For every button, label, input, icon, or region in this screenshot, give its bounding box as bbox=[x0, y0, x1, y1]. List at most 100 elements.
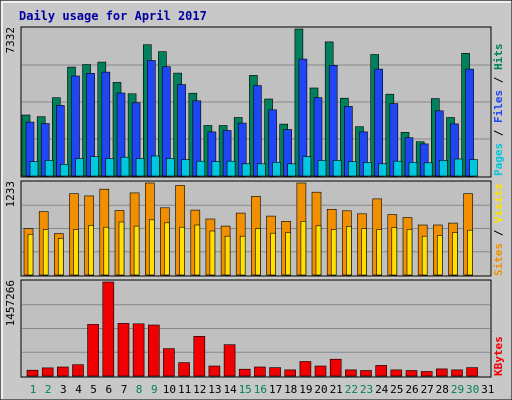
pages-bar-day-14 bbox=[226, 160, 236, 177]
sites-bar-day-6 bbox=[103, 226, 110, 276]
day-label-10: 10 bbox=[163, 383, 176, 396]
day-label-17: 17 bbox=[269, 383, 282, 396]
pages-bar-day-6 bbox=[105, 158, 115, 177]
sites-bar-day-12 bbox=[194, 224, 201, 276]
pages-bar-day-2 bbox=[44, 160, 54, 177]
legend-sep-3: / bbox=[492, 223, 505, 243]
day-label-12: 12 bbox=[193, 383, 206, 396]
pages-files-hits-max-label: 7332 bbox=[4, 27, 17, 54]
sites-visits-max-label: 1233 bbox=[4, 181, 17, 208]
pages-bar-day-18 bbox=[287, 163, 297, 177]
day-label-16: 16 bbox=[254, 383, 267, 396]
sites-bar-day-30 bbox=[467, 229, 473, 276]
sites-bar-day-17 bbox=[270, 232, 276, 276]
pages-bar-day-17 bbox=[272, 162, 281, 177]
legend-sep-1: / bbox=[492, 123, 505, 143]
sites-visits-legend: Sites / Visits bbox=[492, 183, 505, 276]
sites-bar-day-15 bbox=[239, 235, 246, 276]
pages-bar-day-3 bbox=[59, 164, 69, 177]
sites-bar-day-16 bbox=[255, 228, 261, 276]
sites-bar-day-24 bbox=[376, 229, 383, 276]
kbytes-bar-day-23 bbox=[360, 370, 372, 377]
kbytes-bar-day-21 bbox=[329, 358, 342, 377]
kbytes-bar-day-19 bbox=[299, 361, 312, 377]
kbytes-bar-day-15 bbox=[238, 368, 251, 377]
kbytes-bar-day-6 bbox=[102, 281, 115, 377]
kbytes-bar-day-14 bbox=[223, 344, 236, 377]
kbytes-bar-day-28 bbox=[435, 368, 448, 377]
kbytes-bar-day-22 bbox=[345, 369, 357, 377]
kbytes-bar-day-25 bbox=[390, 369, 403, 377]
sites-bar-day-4 bbox=[73, 229, 79, 276]
sites-bar-day-14 bbox=[224, 235, 231, 276]
kbytes-bar-day-18 bbox=[284, 369, 297, 377]
kbytes-bar-day-30 bbox=[466, 367, 478, 377]
sites-bar-day-19 bbox=[300, 221, 307, 276]
pages-bar-day-27 bbox=[423, 162, 433, 177]
day-label-3: 3 bbox=[60, 383, 67, 396]
pages-files-hits-legend: Pages / Files / Hits bbox=[492, 44, 505, 177]
day-label-30: 30 bbox=[466, 383, 479, 396]
pages-bar-day-12 bbox=[196, 160, 206, 177]
sites-bar-day-21 bbox=[330, 229, 337, 276]
sites-bar-day-28 bbox=[436, 235, 443, 276]
sites-bar-day-26 bbox=[406, 229, 413, 276]
pages-bar-day-4 bbox=[75, 158, 84, 177]
day-label-24: 24 bbox=[375, 383, 389, 396]
sites-bar-day-8 bbox=[133, 225, 140, 276]
frame-highlight-left bbox=[1, 1, 3, 399]
panel-sites-visits-bars bbox=[23, 182, 473, 276]
legend-sites: Sites bbox=[492, 243, 505, 276]
kbytes-bar-day-16 bbox=[254, 366, 266, 377]
kbytes-bar-day-2 bbox=[41, 367, 54, 377]
files-bar-day-21 bbox=[328, 65, 338, 177]
kbytes-bar-day-29 bbox=[451, 369, 463, 377]
pages-bar-day-5 bbox=[90, 156, 99, 177]
frame-highlight-top bbox=[1, 1, 511, 3]
sites-bar-day-25 bbox=[391, 227, 398, 276]
pages-bar-day-11 bbox=[181, 159, 190, 177]
day-label-8: 8 bbox=[136, 383, 143, 396]
day-label-15: 15 bbox=[239, 383, 252, 396]
kbytes-bar-day-12 bbox=[193, 335, 206, 377]
kbytes-bar-day-11 bbox=[178, 362, 190, 377]
day-label-1: 1 bbox=[30, 383, 37, 396]
day-label-18: 18 bbox=[284, 383, 297, 396]
day-label-23: 23 bbox=[360, 383, 373, 396]
day-label-2: 2 bbox=[45, 383, 52, 396]
sites-bar-day-18 bbox=[285, 232, 292, 276]
day-label-9: 9 bbox=[151, 383, 158, 396]
sites-bar-day-11 bbox=[179, 226, 185, 276]
pages-bar-day-21 bbox=[332, 160, 342, 177]
day-axis-labels: 1 2 3 4 5 6 7 8 9 10 11 12 13 14 15 16 17 18 19 20 21 22 23 24 2… bbox=[30, 383, 495, 396]
sites-bar-day-23 bbox=[361, 228, 367, 276]
pages-bar-day-13 bbox=[211, 161, 221, 177]
day-label-6: 6 bbox=[105, 383, 112, 396]
pages-bar-day-10 bbox=[166, 158, 175, 177]
legend-sep-2: / bbox=[492, 70, 505, 90]
kbytes-bar-day-9 bbox=[148, 324, 160, 377]
kbytes-bar-day-20 bbox=[314, 365, 327, 377]
pages-bar-day-16 bbox=[257, 163, 266, 177]
files-bar-day-24 bbox=[374, 68, 384, 177]
kbytes-bar-day-17 bbox=[269, 367, 281, 377]
kbytes-bar-day-4 bbox=[72, 364, 84, 377]
kbytes-bar-day-24 bbox=[375, 365, 388, 377]
pages-bar-day-28 bbox=[438, 160, 448, 177]
kbytes-legend: KBytes bbox=[492, 336, 505, 376]
kbytes-bar-day-10 bbox=[163, 348, 175, 377]
panel-kbytes-bars bbox=[26, 281, 478, 377]
pages-bar-day-20 bbox=[317, 160, 327, 177]
pages-bar-day-23 bbox=[363, 162, 372, 177]
day-label-28: 28 bbox=[436, 383, 449, 396]
kbytes-bar-day-3 bbox=[56, 366, 69, 377]
kbytes-bar-day-8 bbox=[132, 323, 145, 377]
day-label-5: 5 bbox=[90, 383, 97, 396]
day-label-21: 21 bbox=[330, 383, 343, 396]
day-label-11: 11 bbox=[178, 383, 191, 396]
pages-bar-day-1 bbox=[29, 161, 39, 177]
kbytes-bar-day-13 bbox=[208, 365, 221, 377]
pages-bar-day-8 bbox=[135, 158, 145, 177]
sites-bar-day-3 bbox=[57, 238, 64, 276]
